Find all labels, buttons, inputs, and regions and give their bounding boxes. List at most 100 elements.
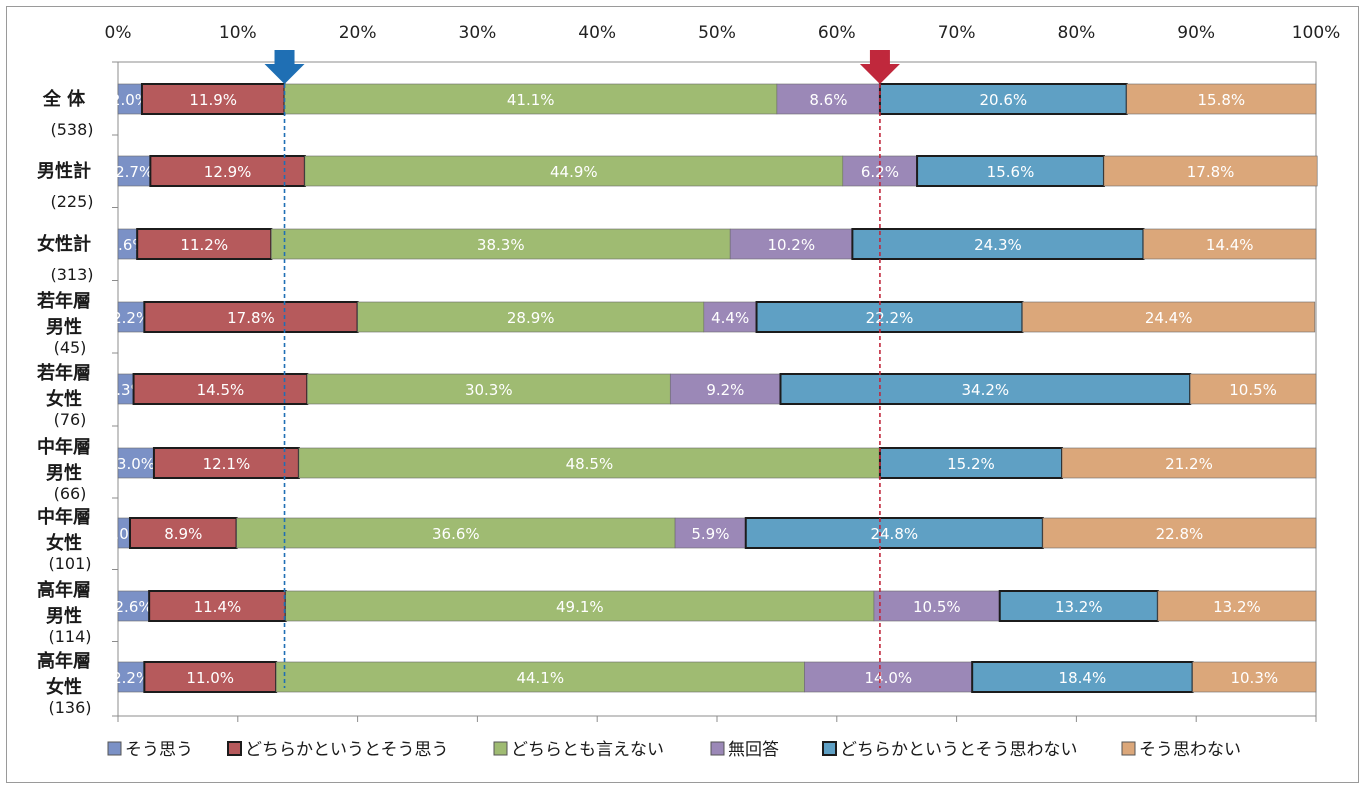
category-label: 男性 <box>46 316 82 338</box>
data-label: 8.6% <box>809 91 847 109</box>
category-label: 若年層 <box>36 362 91 384</box>
data-label: 2.2% <box>112 309 150 327</box>
category-sample-size: (114) <box>48 627 91 646</box>
x-tick-label: 10% <box>219 23 257 43</box>
legend-label: 無回答 <box>728 740 779 760</box>
category-label: 女性計 <box>37 233 91 255</box>
bar-segment <box>117 155 151 187</box>
data-label: 4.4% <box>711 309 749 327</box>
data-label: 2.6% <box>115 598 153 616</box>
category-label: 全 体 <box>42 88 86 110</box>
data-label: 10.2% <box>767 236 815 254</box>
x-tick-label: 70% <box>938 23 976 43</box>
x-tick-label: 90% <box>1177 23 1215 43</box>
category-label: 若年層 <box>36 290 91 312</box>
data-label: 17.8% <box>227 309 275 327</box>
data-label: 11.4% <box>194 598 242 616</box>
data-label: 15.6% <box>987 163 1035 181</box>
category-label: 男性 <box>46 462 82 484</box>
category-sample-size: (76) <box>54 410 87 429</box>
data-label: 48.5% <box>566 455 614 473</box>
bar-segment <box>236 517 676 549</box>
bar-segment <box>117 301 145 333</box>
category-label: 男性 <box>46 605 82 627</box>
data-label: 24.8% <box>870 525 918 543</box>
bar-segment <box>304 155 844 187</box>
data-label: 18.4% <box>1059 669 1107 687</box>
data-label: 22.2% <box>866 309 914 327</box>
bar-segment <box>703 301 757 333</box>
data-label: 14.5% <box>197 381 245 399</box>
bar-segment <box>306 373 671 405</box>
data-label: 21.2% <box>1165 455 1213 473</box>
data-label: 17.8% <box>1187 163 1235 181</box>
x-tick-label: 50% <box>698 23 736 43</box>
data-label: 13.2% <box>1213 598 1261 616</box>
category-label: 中年層 <box>37 506 91 528</box>
legend-label: そう思わない <box>1139 740 1241 760</box>
bar-segment <box>1143 228 1317 260</box>
bar-segment <box>755 301 1024 333</box>
category-label: 高年層 <box>37 650 91 672</box>
bar-segment <box>1042 517 1317 549</box>
bar-segment <box>779 373 1192 405</box>
category-label: 女性 <box>46 532 82 554</box>
bar-segment <box>1192 661 1317 693</box>
bar-segment <box>1157 590 1317 622</box>
data-label: 49.1% <box>556 598 604 616</box>
bar-segment <box>1103 155 1318 187</box>
bar-segment <box>1022 301 1316 333</box>
bar-segment <box>117 590 150 622</box>
x-tick-label: 80% <box>1058 23 1096 43</box>
data-label: 30.3% <box>465 381 513 399</box>
data-label: 2.0% <box>111 91 149 109</box>
reference-arrow-icon <box>859 50 900 84</box>
bar-segment <box>1189 373 1317 405</box>
category-sample-size: (313) <box>50 265 93 284</box>
bar-segment <box>271 228 731 260</box>
data-label: 5.9% <box>691 525 729 543</box>
data-label: 10.5% <box>913 598 961 616</box>
data-label: 2.2% <box>112 669 150 687</box>
bar-segment <box>998 590 1159 622</box>
category-label: 中年層 <box>37 436 91 458</box>
x-tick-label: 20% <box>339 23 377 43</box>
bar-segment <box>143 661 278 693</box>
category-sample-size: (538) <box>50 120 93 139</box>
chart-frame <box>6 6 1359 783</box>
data-label: 38.3% <box>477 236 525 254</box>
data-label: 44.9% <box>550 163 598 181</box>
category-label: 高年層 <box>37 579 91 601</box>
bar-segment <box>1126 83 1317 115</box>
data-label: 3.0% <box>117 455 155 473</box>
data-label: 24.4% <box>1145 309 1193 327</box>
bar-segment <box>1061 447 1317 479</box>
bar-segment <box>136 228 273 260</box>
bar-segment <box>851 228 1145 260</box>
bar-segment <box>152 447 300 479</box>
data-label: 10.5% <box>1229 381 1277 399</box>
legend-swatch <box>822 741 837 756</box>
data-label: 14.4% <box>1206 236 1254 254</box>
x-tick-label: 40% <box>578 23 616 43</box>
reference-arrow-icon <box>264 50 305 84</box>
data-label: 8.9% <box>164 525 202 543</box>
legend-label: どちらかというとそう思う <box>245 740 449 760</box>
bar-segment <box>275 661 805 693</box>
category-label: 男性計 <box>37 160 91 182</box>
data-label: 15.2% <box>947 455 995 473</box>
category-sample-size: (136) <box>48 698 91 717</box>
bar-segment <box>729 228 853 260</box>
data-label: 2.7% <box>115 163 153 181</box>
bar-segment <box>776 83 881 115</box>
x-tick-label: 30% <box>459 23 497 43</box>
category-label: 女性 <box>46 388 82 410</box>
data-label: 24.3% <box>974 236 1022 254</box>
legend-swatch <box>710 741 725 756</box>
data-label: 36.6% <box>432 525 480 543</box>
data-label: 34.2% <box>962 381 1010 399</box>
bar-segment <box>284 83 778 115</box>
bar-segment <box>804 661 973 693</box>
legend-label: どちらとも言えない <box>511 740 664 760</box>
